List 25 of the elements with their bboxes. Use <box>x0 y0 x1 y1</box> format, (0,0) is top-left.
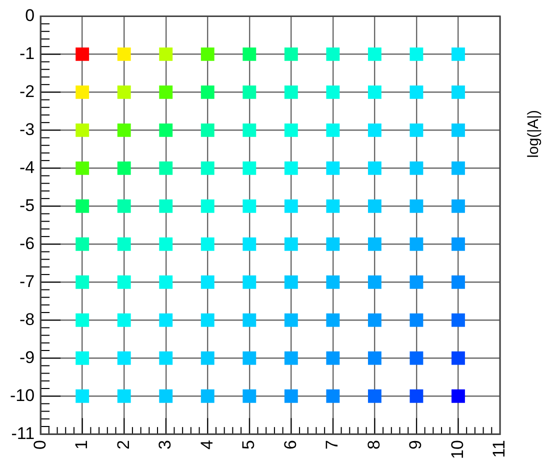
x-tick-label: 11 <box>490 440 509 458</box>
x-tick-label: 4 <box>197 440 216 450</box>
y-tick-label: -10 <box>10 386 35 405</box>
x-tick-label: 5 <box>239 440 258 450</box>
color-bar-title: log(|A|) <box>525 110 542 158</box>
x-tick-label: 10 <box>448 440 467 460</box>
y-tick-label: 0 <box>25 6 35 25</box>
x-tick-label: 1 <box>72 440 92 450</box>
y-tick-label: -9 <box>19 348 35 367</box>
y-tick-label: -3 <box>19 120 35 139</box>
x-tick-label: 3 <box>156 440 175 450</box>
y-tick-label: -2 <box>19 82 35 101</box>
y-tick-label: -1 <box>19 44 35 63</box>
x-tick-label: 2 <box>114 440 133 450</box>
x-tick-label: 0 <box>30 440 50 450</box>
x-tick-label: 8 <box>364 440 384 450</box>
x-tick-label: 9 <box>406 440 426 450</box>
y-tick-label: -11 <box>11 424 35 443</box>
y-tick-label: -5 <box>19 196 35 215</box>
x-tick-label: 6 <box>280 440 300 450</box>
y-tick-label: -7 <box>19 272 35 291</box>
x-tick-label: 7 <box>322 440 342 450</box>
y-tick-label: -6 <box>19 234 35 253</box>
y-tick-label: -4 <box>19 158 35 177</box>
y-tick-label: -8 <box>19 310 35 329</box>
